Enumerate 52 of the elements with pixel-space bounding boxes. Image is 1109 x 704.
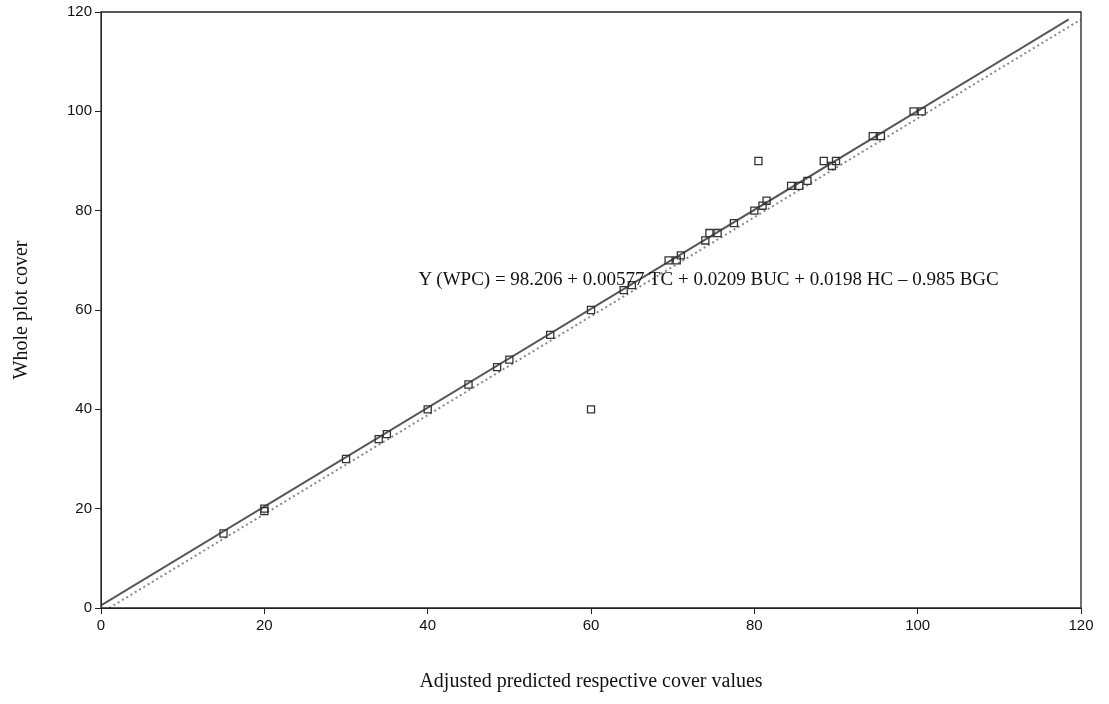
y-tick-label: 100 — [67, 101, 93, 119]
y-tick-label: 60 — [75, 300, 93, 318]
point — [762, 196, 771, 205]
y-axis-title: Whole plot cover — [9, 240, 33, 380]
x-tick-label: 120 — [1068, 616, 1094, 634]
point — [619, 285, 628, 295]
point — [876, 131, 886, 141]
point — [729, 218, 739, 228]
annotation: Y (WPC) = 98.206 + 0.00577 TC + 0.0209 BUC + 0.0198 HC – 0.985 BGC — [418, 268, 999, 291]
point — [586, 405, 596, 414]
point — [713, 228, 722, 238]
point — [701, 236, 710, 245]
point — [676, 251, 686, 260]
point — [750, 206, 759, 215]
point — [423, 405, 432, 414]
x-tick-label: 40 — [419, 616, 437, 634]
point — [672, 256, 681, 265]
point — [374, 434, 383, 444]
point — [795, 181, 804, 191]
y-tick-label: 20 — [75, 498, 93, 516]
y-tick-label: 0 — [83, 598, 93, 616]
x-tick-label: 100 — [905, 616, 931, 634]
x-tick-label: 0 — [96, 616, 106, 634]
point — [831, 156, 841, 166]
point — [505, 355, 514, 364]
y-tick-label: 80 — [75, 200, 93, 218]
point — [819, 156, 828, 166]
point — [827, 161, 837, 171]
point — [917, 107, 926, 116]
point — [705, 228, 714, 238]
y-tick-label: 120 — [67, 2, 93, 20]
x-tick-label: 60 — [582, 616, 600, 634]
x-tick-label: 80 — [746, 616, 763, 634]
point — [664, 256, 673, 265]
point — [803, 176, 812, 186]
x-axis-title: Adjusted predicted respective cover values — [419, 669, 763, 693]
point — [586, 305, 596, 315]
point — [786, 181, 796, 191]
point — [758, 201, 767, 210]
point — [341, 454, 351, 464]
point — [219, 529, 228, 538]
point — [464, 380, 473, 389]
point — [754, 156, 763, 166]
x-tick-label: 20 — [256, 616, 273, 634]
point — [868, 131, 877, 141]
point — [909, 107, 918, 116]
point — [382, 429, 392, 439]
point — [260, 506, 269, 516]
point — [546, 330, 555, 340]
point — [492, 362, 502, 372]
point — [260, 504, 269, 513]
y-tick-label: 40 — [75, 399, 93, 417]
